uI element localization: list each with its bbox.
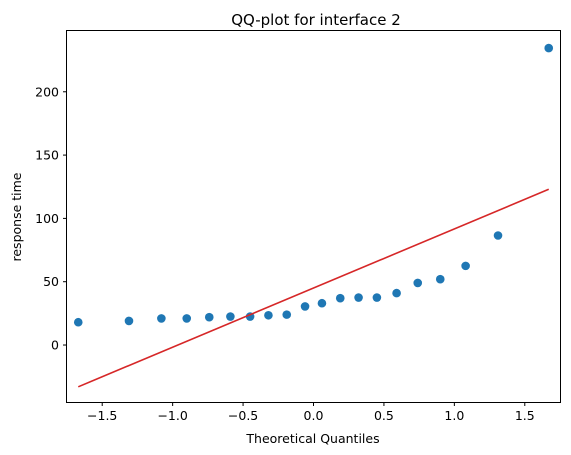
data-point [264,310,273,320]
data-point [461,261,470,271]
x-axis-label: Theoretical Quantiles [245,431,379,446]
x-tick-label: 1.0 [444,408,464,423]
data-point [354,293,363,302]
y-tick-label: 0 [51,338,59,353]
y-axis-label: response time [9,172,24,261]
data-point [435,274,445,284]
data-point [73,317,83,327]
plot-area [73,43,554,388]
y-tick-label: 100 [35,211,59,226]
data-point [300,302,310,311]
plot-frame [66,30,561,403]
data-point [124,316,134,326]
data-point [372,293,382,302]
x-tick-label: −1.5 [87,408,117,423]
x-axis: −1.5 −1.0 −0.5 0.0 0.5 1.0 1.5 [87,402,535,423]
data-point [226,312,235,321]
data-point [182,314,192,323]
data-point [317,298,327,308]
y-tick-label: 50 [43,274,59,289]
y-tick-label: 150 [35,148,59,163]
y-tick-label: 200 [35,84,59,99]
x-tick-label: −1.0 [157,408,187,423]
y-axis: 0 50 100 150 200 [35,84,67,353]
data-point [493,231,503,240]
chart-title: QQ-plot for interface 2 [231,11,401,29]
data-point [392,288,401,298]
x-tick-label: 1.5 [515,408,535,423]
reference-line [77,188,550,388]
data-point [335,293,345,303]
x-tick-label: 0.5 [374,408,394,423]
data-point [204,312,214,322]
data-point [544,43,554,53]
data-point [157,314,166,323]
data-point [413,278,423,288]
x-tick-label: 0.0 [304,408,324,423]
x-tick-label: −0.5 [228,408,258,423]
data-point [282,310,292,319]
